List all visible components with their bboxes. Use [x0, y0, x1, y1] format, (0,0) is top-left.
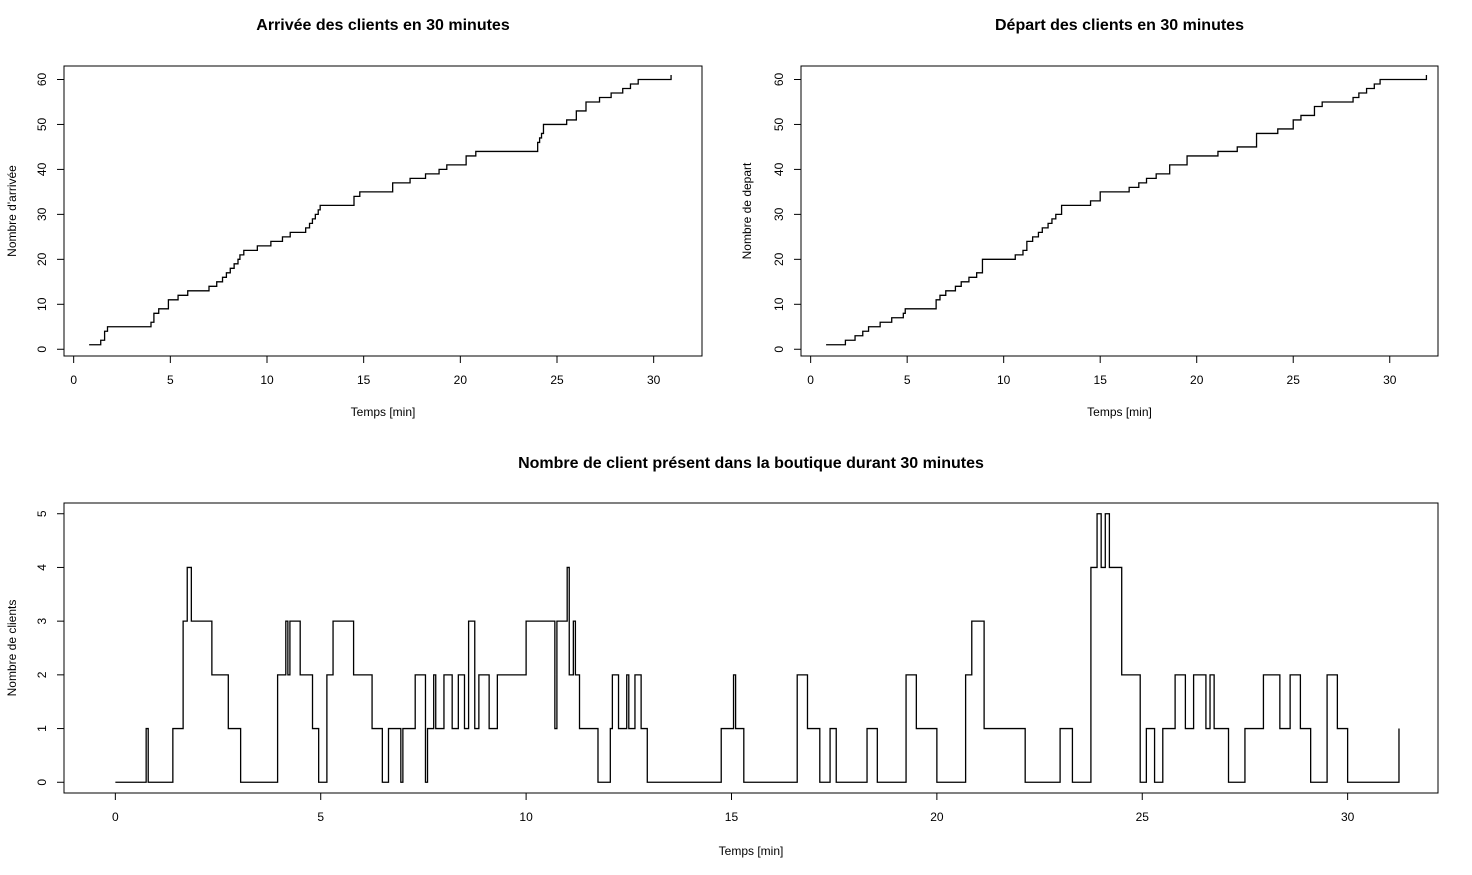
x-tick-label: 30 — [1383, 373, 1397, 387]
y-tick-label: 5 — [35, 510, 49, 517]
y-tick-label: 60 — [772, 72, 786, 86]
chart-panel-1: Arrivée des clients en 30 minutes 0 5 10 15 2… — [5, 17, 703, 419]
y-tick-label: 40 — [772, 162, 786, 176]
y-tick-label: 10 — [772, 297, 786, 311]
x-tick-label: 30 — [1341, 810, 1355, 824]
x-tick-label: 5 — [904, 373, 911, 387]
y-axis-label: Nombre d'arrivée — [5, 165, 19, 257]
y-tick-label: 20 — [35, 252, 49, 266]
y-tick-label: 0 — [35, 346, 49, 353]
plot-frame — [63, 65, 703, 357]
x-axis-label: Temps [min] — [1087, 405, 1152, 419]
x-tick-label: 15 — [357, 373, 371, 387]
y-tick-label: 4 — [35, 564, 49, 571]
x-tick-label: 0 — [807, 373, 814, 387]
x-tick-label: 5 — [317, 810, 324, 824]
x-tick-label: 25 — [1287, 373, 1301, 387]
y-tick-label: 40 — [35, 162, 49, 176]
x-tick-label: 15 — [1094, 373, 1108, 387]
x-tick-label: 15 — [725, 810, 739, 824]
x-tick-label: 30 — [647, 373, 661, 387]
y-tick-label: 10 — [35, 297, 49, 311]
y-axis-label: Nombre de clients — [5, 600, 19, 697]
chart-title: Départ des clients en 30 minutes — [995, 17, 1244, 34]
plot-frame — [800, 65, 1439, 357]
x-tick-label: 25 — [550, 373, 564, 387]
y-tick-label: 0 — [772, 346, 786, 353]
y-tick-label: 60 — [35, 72, 49, 86]
series-line — [89, 74, 672, 346]
x-tick-label: 25 — [1136, 810, 1150, 824]
y-tick-label: 50 — [35, 117, 49, 131]
series-line — [115, 513, 1400, 783]
x-axis-label: Temps [min] — [719, 844, 784, 858]
x-tick-label: 20 — [930, 810, 944, 824]
x-tick-label: 5 — [167, 373, 174, 387]
x-tick-label: 10 — [997, 373, 1011, 387]
y-tick-label: 2 — [35, 671, 49, 678]
x-tick-label: 20 — [454, 373, 468, 387]
y-tick-label: 20 — [772, 252, 786, 266]
x-tick-label: 0 — [70, 373, 77, 387]
y-tick-label: 1 — [35, 725, 49, 732]
chart-title: Arrivée des clients en 30 minutes — [256, 17, 510, 34]
y-axis-label: Nombre de depart — [740, 162, 754, 259]
y-tick-label: 30 — [772, 207, 786, 221]
x-axis-label: Temps [min] — [351, 405, 416, 419]
chart-title: Nombre de client présent dans la boutiqu… — [518, 455, 984, 472]
x-tick-label: 20 — [1190, 373, 1204, 387]
x-tick-label: 10 — [260, 373, 274, 387]
x-tick-label: 10 — [519, 810, 533, 824]
chart-panel-3: Nombre de client présent dans la boutiqu… — [5, 455, 1439, 858]
chart-panel-2: Départ des clients en 30 minutes 0 5 10 15 20… — [740, 17, 1439, 419]
y-tick-label: 3 — [35, 617, 49, 624]
y-tick-label: 50 — [772, 117, 786, 131]
x-tick-label: 0 — [112, 810, 119, 824]
y-tick-label: 30 — [35, 207, 49, 221]
y-tick-label: 0 — [35, 779, 49, 786]
plot-frame — [63, 502, 1439, 794]
series-line — [826, 74, 1428, 346]
